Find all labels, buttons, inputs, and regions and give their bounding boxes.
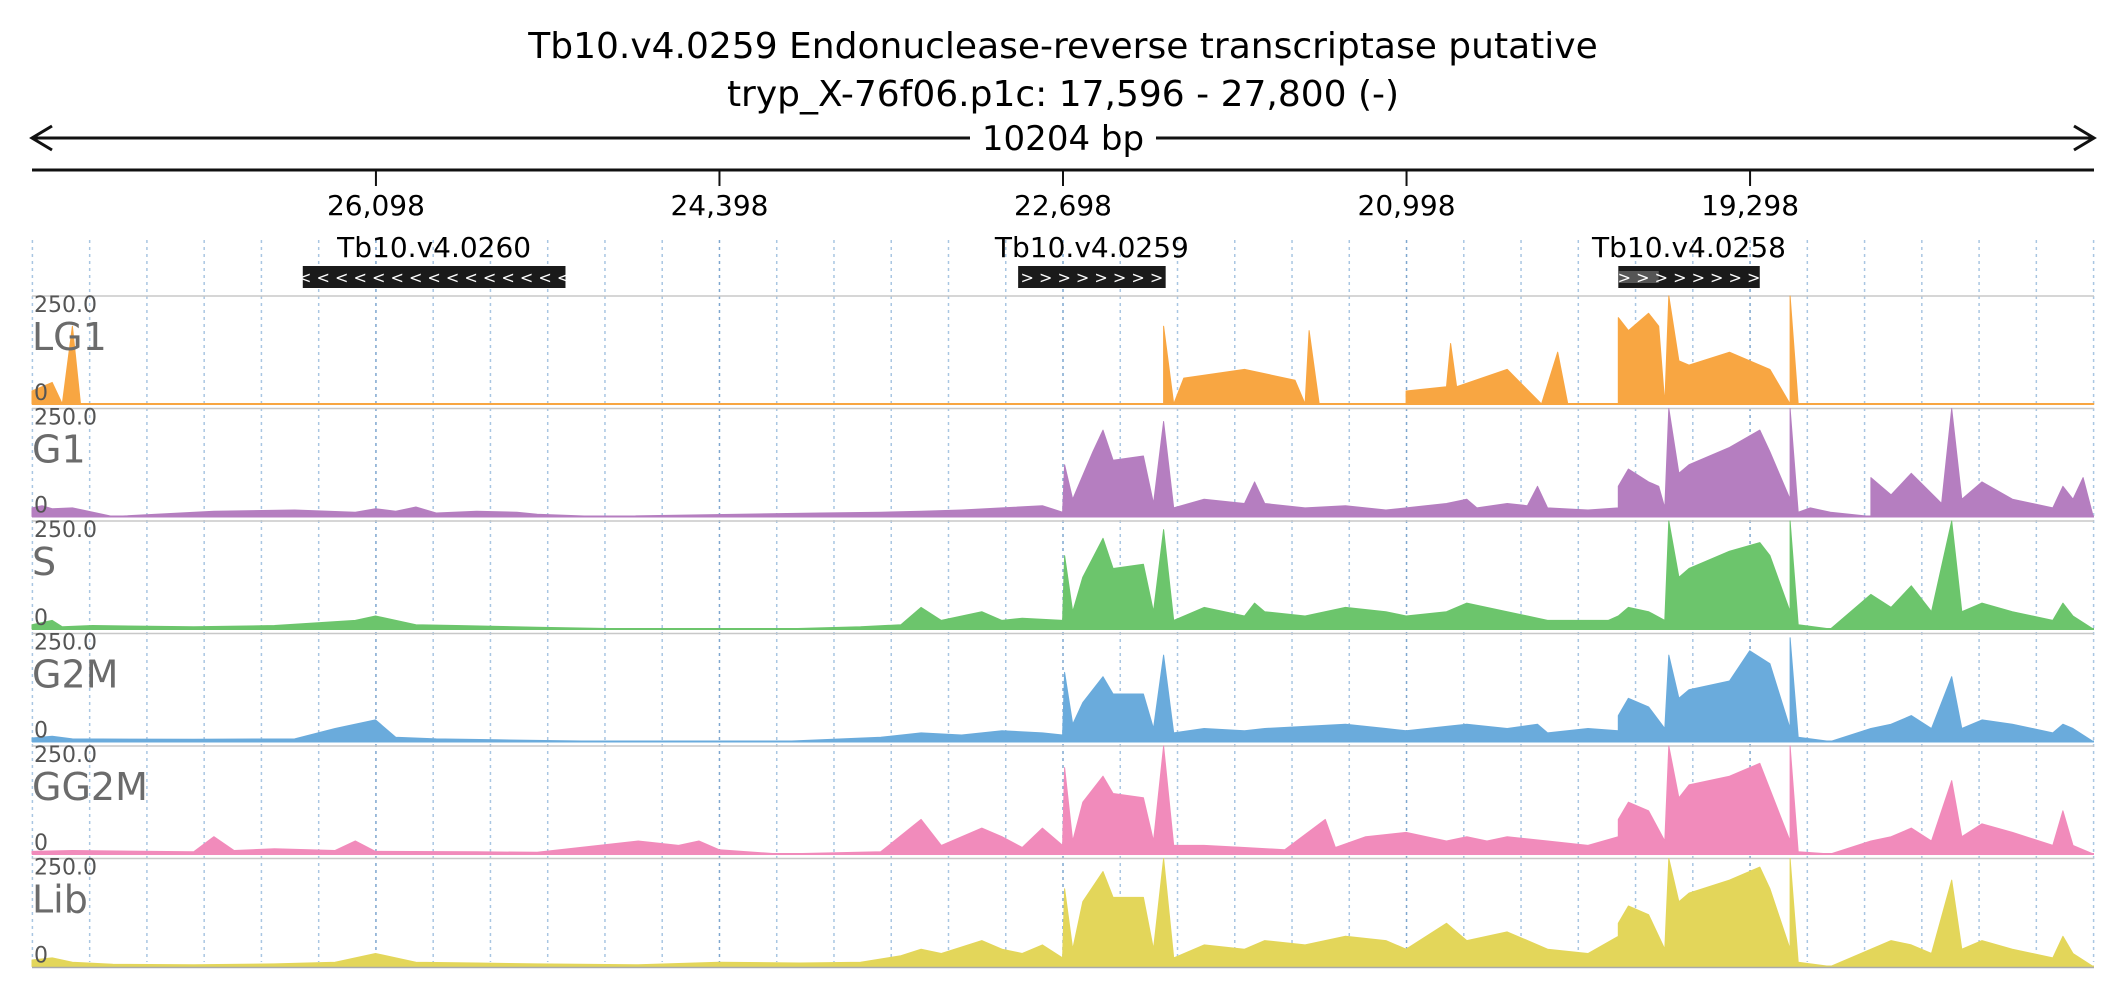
x-tick-label: 26,098: [327, 189, 425, 222]
gene-body: [302, 266, 566, 288]
span-arrow-left: [29, 124, 53, 152]
track-name: LG1: [32, 315, 107, 359]
gene-label: Tb10.v4.0260: [336, 231, 531, 264]
x-tick-label: 19,298: [1701, 189, 1799, 222]
x-axis: 26,098 24,398 22,698 20,998 19,298: [32, 168, 2094, 222]
chart-subtitle: tryp_X-76f06.p1c: 17,596 - 27,800 (-): [727, 74, 1399, 115]
track-min-label: 0: [34, 944, 48, 969]
track-min-label: 0: [34, 494, 48, 519]
gene-track: Tb10.v4.0260 < < < < < < < < < < < < < < …: [298, 231, 1786, 288]
track-lib: 250.0 0 Lib: [31, 856, 2094, 969]
track-name: S: [32, 540, 56, 584]
x-tick-label: 24,398: [670, 189, 768, 222]
span-label: 10204 bp: [982, 119, 1144, 159]
track-s: 250.0 0 S: [31, 518, 2094, 631]
track-name: GG2M: [32, 765, 148, 809]
coverage-area: [31, 520, 2094, 630]
gene-strand-arrows: > > > > > > > >: [1020, 268, 1163, 287]
track-g2m: 250.0 0 G2M: [31, 631, 2094, 744]
coverage-area: [31, 745, 2094, 855]
gene-strand-arrows: < < < < < < < < < < < < < < <: [298, 268, 570, 287]
chart-title: Tb10.v4.0259 Endonuclease-reverse transc…: [527, 26, 1597, 67]
coverage-tracks: 250.00LG1250.00G1250.00S250.00G2M250.00G…: [31, 293, 2095, 969]
track-min-label: 0: [34, 719, 48, 744]
gene-utr: [1618, 271, 1659, 283]
track-min-label: 0: [34, 831, 48, 856]
track-name: Lib: [32, 878, 88, 922]
track-max-label: 250.0: [34, 406, 97, 431]
gene-body: [1018, 266, 1166, 288]
track-min-label: 0: [34, 606, 48, 631]
track-max-label: 250.0: [34, 518, 97, 543]
span-arrow-right: [2073, 124, 2097, 152]
track-max-label: 250.0: [34, 743, 97, 768]
track-max-label: 250.0: [34, 631, 97, 656]
grid-lines: [31, 240, 2095, 962]
track-max-label: 250.0: [34, 856, 97, 881]
track-name: G1: [32, 428, 86, 472]
track-g1: 250.0 0 G1: [31, 406, 2094, 519]
gene-label: Tb10.v4.0259: [994, 231, 1189, 264]
track-gg2m: 250.0 0 GG2M: [31, 743, 2094, 856]
x-tick-label: 22,698: [1014, 189, 1112, 222]
track-max-label: 250.0: [34, 293, 97, 318]
coverage-area: [31, 295, 2095, 405]
track-lg1: 250.0 0 LG1: [31, 293, 2095, 406]
gene-strand-arrows: > > > > > > > >: [1618, 268, 1761, 287]
span-ruler: 10204 bp: [29, 119, 2097, 159]
coverage-area: [31, 408, 2094, 517]
coverage-area: [31, 858, 2094, 967]
gene-label: Tb10.v4.0258: [1591, 231, 1786, 264]
x-tick-label: 20,998: [1358, 189, 1456, 222]
track-min-label: 0: [34, 381, 48, 406]
track-name: G2M: [32, 653, 118, 697]
